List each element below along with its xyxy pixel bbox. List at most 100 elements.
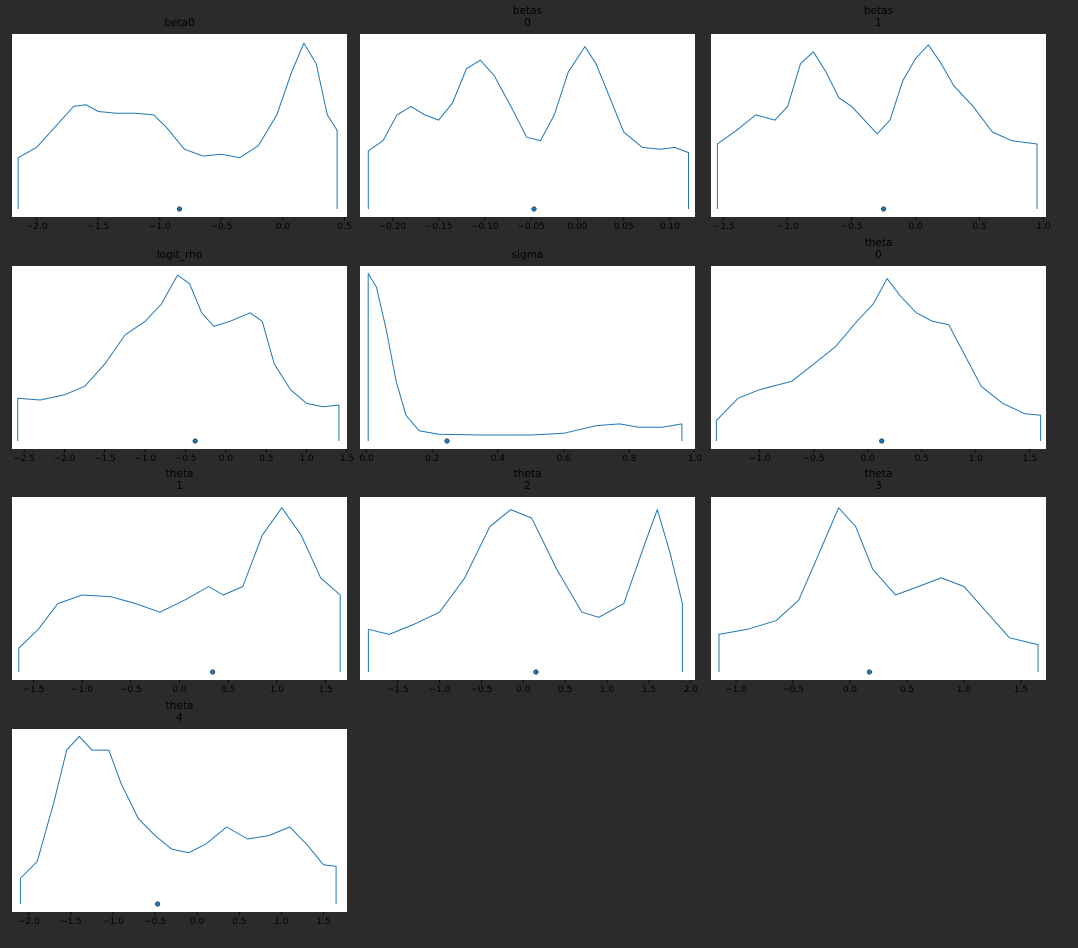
kde-line (18, 507, 341, 672)
panel-title: logit_rho (157, 249, 203, 261)
x-tick-label: 1.5 (1014, 685, 1028, 695)
x-tick-label: −1.0 (71, 685, 93, 695)
kde-line (718, 507, 1039, 672)
kde-line (367, 46, 689, 209)
x-tick-label: 1.0 (1036, 222, 1051, 232)
kde-line (17, 274, 340, 441)
x-tick-label: 1.0 (270, 685, 285, 695)
x-tick-label: 0.0 (516, 685, 531, 695)
point-estimate-marker (533, 669, 539, 675)
x-tick-label: −0.5 (803, 454, 825, 464)
x-tick-label: −0.20 (379, 222, 407, 232)
panel-title: beta0 (164, 17, 194, 29)
x-tick-label: 1.0 (274, 917, 289, 927)
kde-line (367, 509, 683, 672)
x-tick-label: −1.5 (87, 222, 109, 232)
kde-line (367, 272, 683, 441)
x-tick-label: −0.15 (425, 222, 453, 232)
x-tick-label: −2.0 (18, 917, 40, 927)
x-tick-label: 0.0 (843, 685, 858, 695)
x-tick-label: 1.5 (1023, 454, 1037, 464)
point-estimate-marker (866, 669, 872, 675)
panel-title: theta (514, 468, 542, 480)
point-estimate-marker (176, 206, 183, 212)
x-tick-label: 1.0 (688, 454, 703, 464)
x-tick-label: −1.0 (134, 454, 156, 464)
x-tick-label: −1.0 (102, 917, 124, 927)
x-tick-label: 0.0 (172, 685, 187, 695)
x-tick-label: −0.5 (782, 685, 804, 695)
panel-title: betas (513, 5, 542, 17)
panel-title: 0 (875, 249, 882, 261)
x-tick-label: 1.0 (299, 454, 314, 464)
x-tick-label: 0.10 (660, 222, 680, 232)
kde-line (715, 278, 1042, 441)
density-panel: beta0 −2.0 −1.5 −1.0 −0.5 0.0 0.5 (12, 17, 352, 232)
plot-area (711, 497, 1046, 680)
plot-area (711, 266, 1046, 449)
x-tick-label: 1.5 (642, 685, 656, 695)
x-tick-label: 0.0 (276, 222, 291, 232)
x-tick-label: −1.5 (60, 917, 82, 927)
x-tick-label: 0.05 (614, 222, 634, 232)
x-tick-label: 0.00 (567, 222, 587, 232)
x-tick-label: −1.5 (22, 685, 44, 695)
x-tick-label: −0.5 (144, 917, 166, 927)
point-estimate-marker (444, 438, 450, 444)
point-estimate-marker (155, 901, 161, 907)
x-tick-label: −0.5 (841, 222, 863, 232)
x-tick-label: 0.5 (221, 685, 235, 695)
x-tick-label: 0.0 (190, 917, 205, 927)
density-panel: logit_rho −2.5 −2.0 −1.5 −1.0 −0.5 0.0 0.5 1.0 1.… (12, 249, 354, 464)
x-tick-label: 0.0 (908, 222, 923, 232)
x-tick-label: −0.5 (120, 685, 142, 695)
x-tick-label: 2.0 (684, 685, 699, 695)
x-tick-label: −2.0 (54, 454, 76, 464)
x-tick-label: 0.5 (972, 222, 986, 232)
x-tick-label: 0.2 (425, 454, 439, 464)
x-tick-label: −1.0 (149, 222, 171, 232)
plot-area (12, 34, 347, 217)
density-panel: sigma 0.0 0.2 0.4 0.6 0.8 1.0 (359, 249, 702, 464)
x-tick-label: −2.5 (13, 454, 35, 464)
x-tick-label: −0.5 (471, 685, 493, 695)
plot-area (360, 497, 695, 680)
x-tick-label: 0.5 (558, 685, 572, 695)
plot-area (12, 266, 347, 449)
panel-title: 3 (875, 480, 882, 492)
x-tick-label: −0.10 (471, 222, 499, 232)
plot-area (360, 34, 695, 217)
x-tick-label: −1.5 (94, 454, 116, 464)
panel-title: 0 (524, 17, 531, 29)
x-tick-label: −1.5 (713, 222, 735, 232)
x-tick-label: 0.4 (491, 454, 506, 464)
x-tick-label: 1.5 (318, 685, 332, 695)
x-tick-label: −1.0 (725, 685, 747, 695)
point-estimate-marker (881, 206, 887, 212)
panel-title: theta (166, 700, 194, 712)
x-tick-label: −0.5 (210, 222, 232, 232)
panel-title: 2 (524, 480, 531, 492)
x-tick-label: 0.5 (259, 454, 273, 464)
x-tick-label: 1.0 (957, 685, 972, 695)
x-tick-label: −1.0 (429, 685, 451, 695)
x-tick-label: 0.5 (232, 917, 246, 927)
x-tick-label: 0.5 (337, 222, 351, 232)
x-tick-label: −0.05 (517, 222, 545, 232)
panel-title: theta (865, 468, 893, 480)
point-estimate-marker (210, 669, 216, 675)
panel-title: betas (864, 5, 893, 17)
panel-title: theta (865, 237, 893, 249)
x-tick-label: 1.5 (316, 917, 330, 927)
x-tick-label: 1.0 (600, 685, 615, 695)
x-tick-label: 0.5 (900, 685, 914, 695)
x-tick-label: 0.0 (359, 454, 374, 464)
